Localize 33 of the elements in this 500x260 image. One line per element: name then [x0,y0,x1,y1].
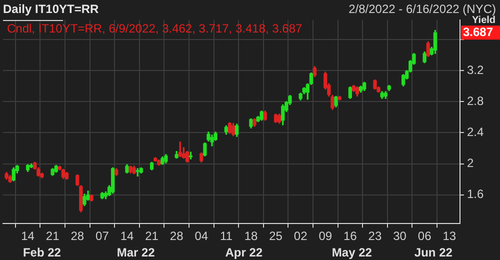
x-tick-label: 06 [418,229,432,244]
x-tick-label: 25 [269,229,283,244]
text: Jun 22 [414,245,453,260]
x-tick-label: 07 [96,229,110,244]
x-tick-label: 28 [70,229,84,244]
x-tick-label: 14 [120,229,134,244]
y-tick-label: 2.8 [467,94,484,108]
text: Feb 22 [22,245,62,260]
x-tick-label: 14 [21,229,35,244]
y-axis-title: Yield [472,14,496,26]
x-tick-label: 02 [294,229,308,244]
y-tick-label: 3.2 [467,62,484,77]
x-tick-label: 21 [46,229,60,244]
text: Apr 22 [225,245,263,260]
y-tick-label: 1.6 [467,187,484,202]
x-tick-label: 23 [368,229,382,244]
chart-subtitle: 2/8/2022 - 6/16/2022 (NYC) [348,2,496,16]
text: Mar 22 [116,245,156,260]
annotation: Cndl, IT10YT=RR, 6/9/2022, 3.462, 3.717, 3.418, 3.687 [7,21,303,36]
x-tick-label: 18 [244,229,258,244]
x-tick-label: 16 [344,229,358,244]
x-tick-label: 21 [145,229,159,244]
x-tick-label: 28 [170,229,184,244]
text: 3.687 [463,24,494,39]
x-tick-label: 11 [220,229,233,244]
x-tick-label: 04 [194,229,208,244]
x-tick-label: 30 [393,229,407,244]
text: May 22 [332,245,372,260]
y-tick-label: 2.4 [467,124,484,139]
x-tick-label: 13 [442,229,456,244]
x-tick-label: 09 [318,229,332,244]
y-tick-label: 2 [467,156,474,170]
chart-title: Daily IT10YT=RR [3,2,99,16]
